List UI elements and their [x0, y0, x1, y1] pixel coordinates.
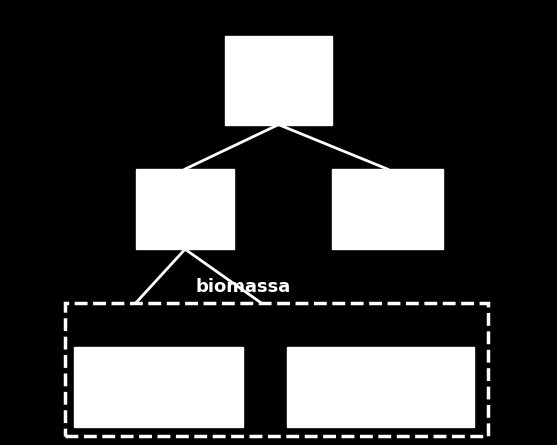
Text: biomassa: biomassa — [196, 278, 291, 296]
Bar — [287, 347, 475, 427]
Bar — [65, 303, 487, 436]
Bar — [332, 169, 443, 249]
Bar — [225, 36, 332, 125]
Bar — [74, 347, 243, 427]
Bar — [136, 169, 234, 249]
